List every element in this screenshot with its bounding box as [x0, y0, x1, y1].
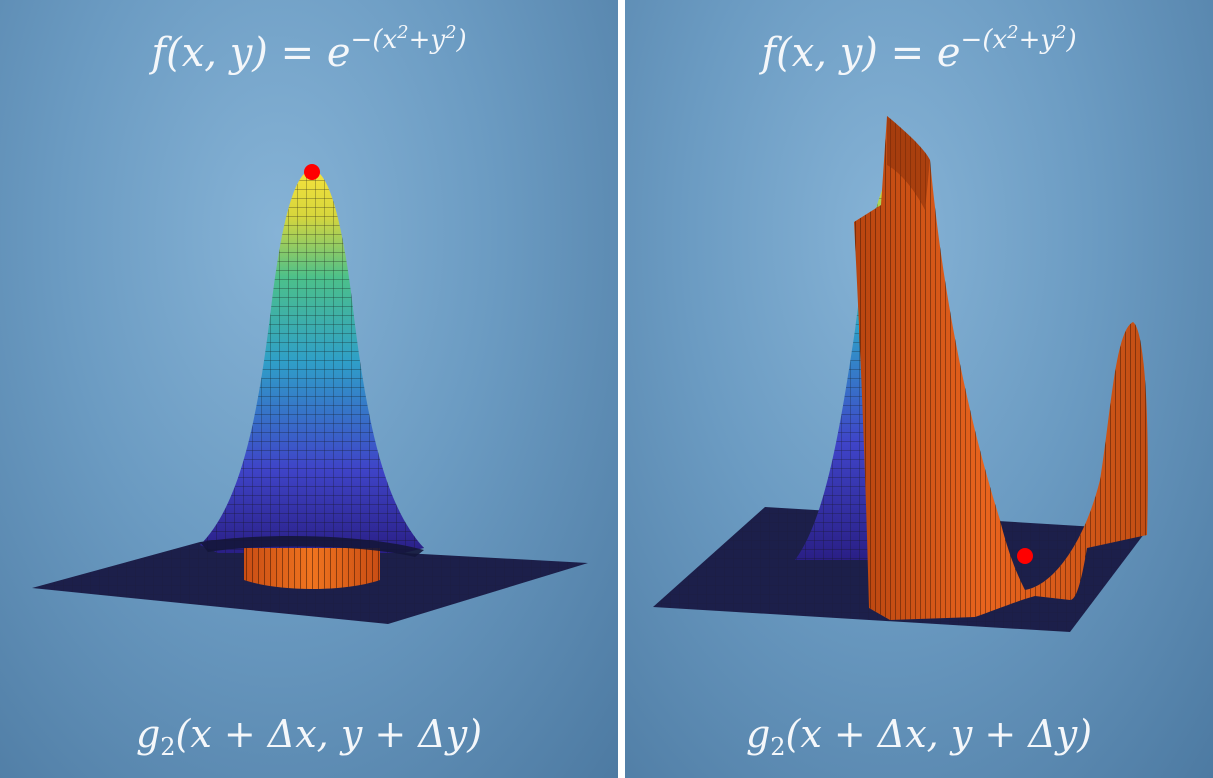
left-caption-formula: g2(x + Δx, y + Δy)	[135, 712, 483, 761]
left-surface-plot	[32, 164, 588, 624]
panel-divider	[618, 0, 625, 778]
left-panel: f(x, y) = e−(x2+y2) g2(x + Δx, y + Δy)	[0, 0, 618, 778]
right-caption-formula: g2(x + Δx, y + Δy)	[745, 712, 1093, 761]
left-title-formula: f(x, y) = e−(x2+y2)	[151, 22, 467, 76]
right-panel: f(x, y) = e−(x2+y2) g2(x + Δx, y + Δy)	[625, 0, 1213, 778]
evaluation-point-marker	[304, 164, 320, 180]
evaluation-point-marker	[1017, 548, 1033, 564]
right-title-formula: f(x, y) = e−(x2+y2)	[761, 22, 1077, 76]
right-surface-plot	[653, 116, 1148, 632]
